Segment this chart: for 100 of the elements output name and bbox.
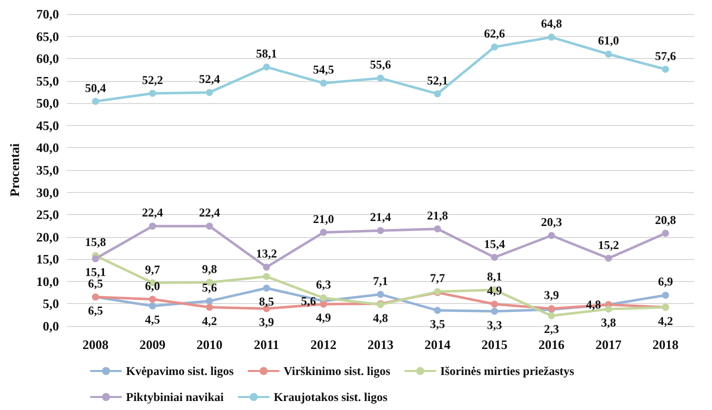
point	[491, 43, 498, 50]
point	[149, 296, 156, 303]
y-tick-label: 35,0	[36, 162, 59, 178]
data-label: 15,2	[598, 238, 619, 252]
data-label: 21,8	[427, 208, 448, 222]
point	[548, 232, 555, 240]
point	[206, 88, 213, 96]
data-label: 52,4	[199, 72, 220, 86]
data-label: 20,8	[655, 212, 676, 227]
y-tick-label: 25,0	[36, 207, 59, 222]
data-label: 4,2	[202, 314, 217, 328]
legend-label: Virškinimo sist. ligos	[284, 364, 391, 378]
data-label: 5,6	[202, 280, 217, 295]
point	[491, 300, 498, 308]
point	[605, 306, 612, 313]
point	[320, 80, 327, 87]
data-label: 8,5	[259, 294, 274, 309]
y-tick-label: 5,0	[42, 296, 59, 312]
data-label: 9,8	[202, 262, 217, 276]
y-tick-label: 15,0	[36, 252, 59, 267]
data-label: 7,1	[373, 274, 388, 288]
data-label: 4,9	[487, 284, 502, 298]
data-label: 64,8	[541, 16, 562, 31]
y-tick-label: 0,0	[42, 318, 59, 334]
point	[320, 294, 327, 302]
y-tick-label: 55,0	[36, 73, 59, 88]
data-label: 6,3	[316, 277, 331, 292]
data-label: 54,5	[313, 62, 334, 77]
legend-label: Išorinės mirties priežastys	[440, 364, 575, 378]
data-label: 4,8	[373, 311, 388, 326]
data-label: 52,1	[427, 73, 448, 88]
data-label: 8,1	[487, 269, 502, 284]
y-tick-label: 10,0	[36, 274, 59, 289]
y-tick-label: 30,0	[36, 184, 59, 200]
data-label: 15,1	[85, 265, 106, 280]
x-tick-label: 2015	[482, 337, 508, 352]
point	[605, 254, 612, 262]
data-label: 3,8	[601, 316, 616, 330]
x-tick-label: 2010	[196, 337, 222, 352]
data-label: 13,2	[256, 246, 277, 261]
data-label: 7,7	[430, 271, 445, 286]
point	[377, 74, 384, 82]
data-label: 20,3	[541, 215, 562, 230]
point	[206, 298, 213, 305]
data-label: 50,4	[85, 80, 106, 95]
point	[377, 227, 384, 234]
x-tick-label: 2011	[254, 337, 280, 352]
data-label: 4,8	[586, 298, 601, 312]
data-label: 6,5	[88, 276, 103, 291]
data-label: 61,0	[598, 34, 619, 48]
point	[662, 66, 669, 73]
data-label: 22,4	[142, 206, 163, 220]
x-tick-label: 2017	[596, 337, 622, 352]
point	[320, 228, 327, 236]
data-label: 3,9	[544, 288, 559, 302]
x-tick-label: 2009	[140, 337, 166, 352]
data-label: 52,2	[142, 72, 163, 87]
point	[662, 292, 669, 299]
data-label: 21,4	[370, 210, 391, 224]
x-tick-label: 2008	[82, 337, 109, 352]
point	[263, 264, 270, 271]
legend-label: Piktybiniai navikai	[126, 390, 224, 404]
point	[434, 225, 441, 232]
data-label: 6,0	[145, 278, 160, 293]
point	[434, 90, 441, 98]
data-label: 57,6	[655, 48, 676, 63]
data-label: 6,9	[658, 274, 673, 289]
y-tick-label: 20,0	[36, 229, 59, 244]
point	[92, 255, 99, 262]
x-tick-label: 2012	[310, 337, 336, 352]
point	[320, 300, 327, 308]
data-label: 6,5	[88, 304, 103, 318]
point	[206, 222, 213, 230]
point	[377, 290, 384, 298]
data-label: 4,2	[658, 314, 673, 328]
point	[149, 302, 156, 310]
data-label: 55,6	[370, 58, 391, 72]
data-label: 3,9	[259, 315, 274, 330]
data-label: 58,1	[256, 46, 277, 61]
data-label: 21,0	[313, 212, 334, 226]
point	[263, 284, 270, 292]
point	[662, 230, 669, 237]
y-tick-label: 70,0	[36, 6, 59, 22]
y-axis-title: Procentai	[7, 143, 22, 197]
legend-label: Kraujotakos sist. ligos	[274, 390, 388, 404]
x-tick-label: 2014	[424, 337, 451, 352]
x-tick-label: 2018	[652, 337, 679, 352]
point	[434, 306, 441, 314]
y-tick-label: 40,0	[36, 140, 59, 156]
point	[548, 312, 555, 320]
point	[491, 308, 498, 315]
y-tick-label: 65,0	[36, 28, 59, 44]
data-label: 3,5	[430, 316, 445, 331]
x-tick-label: 2013	[368, 337, 394, 352]
point	[605, 50, 612, 58]
point	[92, 98, 99, 105]
data-label: 4,5	[145, 312, 160, 326]
data-label: 3,3	[487, 318, 502, 332]
data-label: 62,6	[484, 26, 505, 40]
data-label: 22,4	[199, 206, 220, 220]
